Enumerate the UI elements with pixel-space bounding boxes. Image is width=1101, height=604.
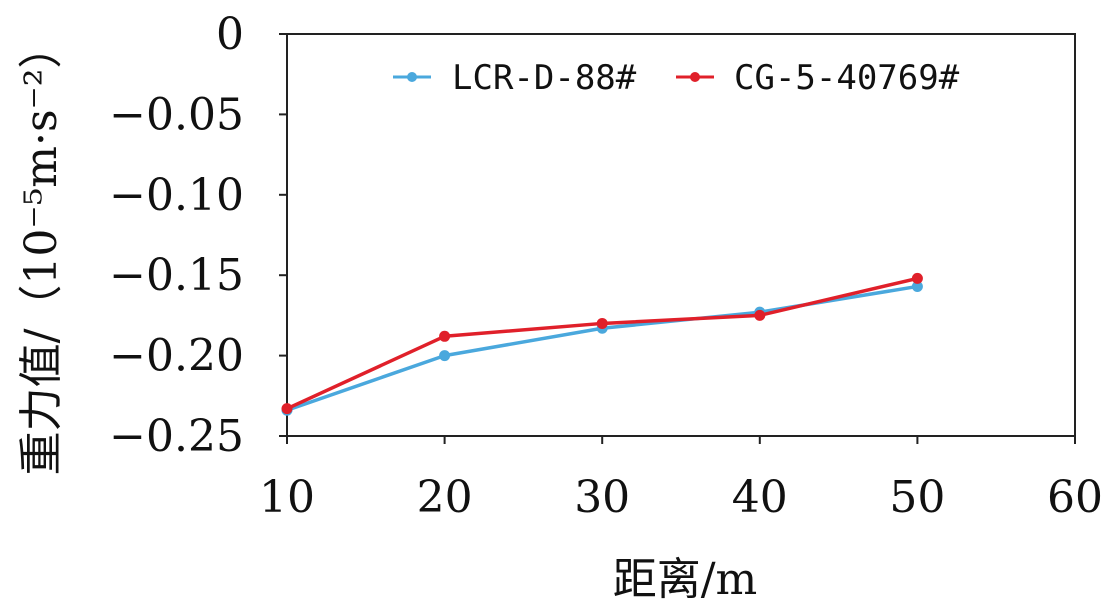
x-tick-label: 60 — [1047, 472, 1101, 523]
x-tick-label: 50 — [889, 472, 945, 523]
y-tick-label: −0.25 — [109, 411, 244, 462]
legend: LCR-D-88# CG-5-40769# — [393, 58, 960, 98]
legend-label-1: LCR-D-88# — [452, 58, 637, 98]
series-2-point — [911, 272, 923, 284]
series-2-point — [754, 309, 766, 321]
y-axis-title: 重力值/（10⁻⁵m·s⁻²） — [16, 25, 67, 476]
x-tick-label: 20 — [417, 472, 473, 523]
x-tick-label: 30 — [574, 472, 630, 523]
y-tick-label: −0.20 — [109, 331, 244, 382]
legend-swatch-marker-2 — [690, 72, 700, 82]
x-axis-ticks: 10 20 30 40 50 60 — [259, 436, 1101, 523]
series-1-point — [439, 350, 451, 362]
x-tick-label: 10 — [259, 472, 315, 523]
y-tick-label: 0 — [216, 9, 244, 60]
series-2-point — [596, 317, 608, 329]
series-2-point — [281, 403, 293, 415]
series-line-1 — [286, 284, 918, 412]
y-tick-label: −0.15 — [109, 250, 244, 301]
x-axis-title: 距离/m — [613, 554, 758, 604]
legend-label-2: CG-5-40769# — [734, 58, 960, 98]
series-1-point — [911, 280, 923, 292]
y-tick-label: −0.05 — [109, 89, 244, 140]
y-axis-ticks: 0 −0.05 −0.10 −0.15 −0.20 −0.25 — [109, 9, 287, 462]
y-tick-label: −0.10 — [109, 170, 244, 221]
x-tick-label: 40 — [732, 472, 788, 523]
series-line-2 — [286, 276, 918, 411]
legend-swatch-marker-1 — [407, 72, 417, 82]
plot-frame — [286, 33, 1076, 437]
series-layer — [281, 272, 923, 416]
series-2-point — [439, 330, 451, 342]
